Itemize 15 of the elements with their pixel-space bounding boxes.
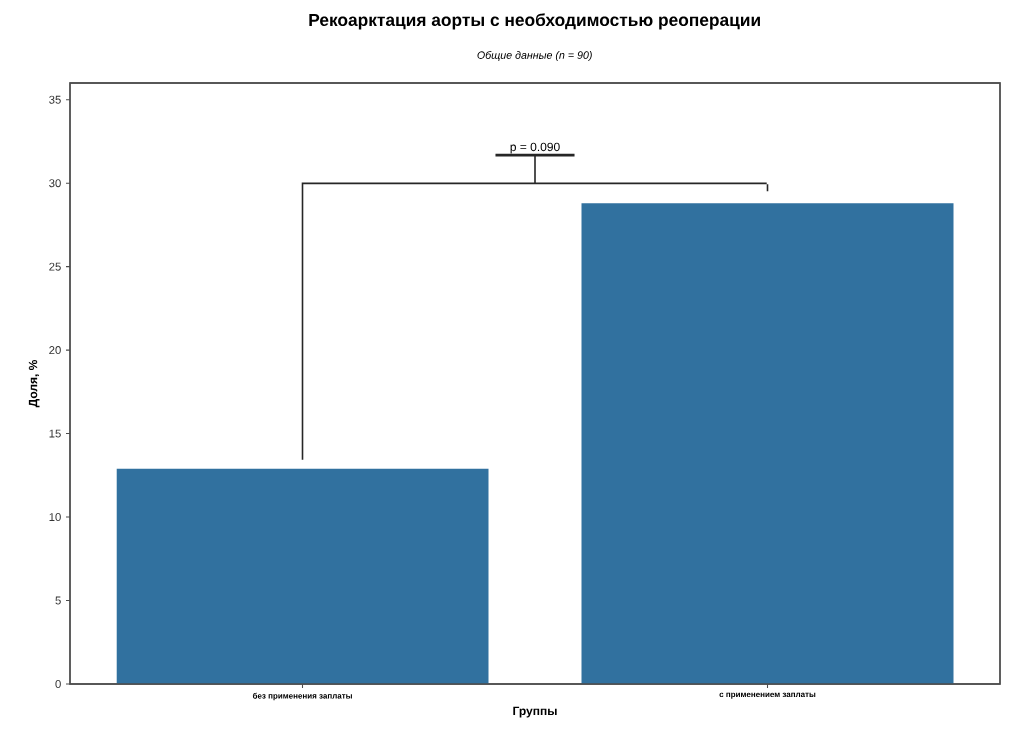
- annotation: p = 0.090: [510, 142, 560, 154]
- chart-subtitle: Общие данные (n = 90): [477, 50, 592, 62]
- y-tick-label: 15: [49, 429, 61, 438]
- y-tick-label: 20: [49, 346, 61, 355]
- y-axis-title: Доля, %: [28, 359, 40, 408]
- x-axis-title: Группы: [513, 706, 557, 718]
- x-tick-label: с применением заплаты: [719, 692, 816, 699]
- y-tick-label: 30: [49, 179, 61, 188]
- y-tick-label: 5: [55, 596, 61, 605]
- y-tick-label: 0: [55, 680, 61, 688]
- chart-title: Рекоарктация аорты с необходимостью реоперации: [309, 13, 760, 30]
- y-tick-label: 25: [49, 262, 61, 271]
- y-tick-label: 10: [49, 513, 61, 522]
- y-tick-label: 35: [49, 95, 61, 104]
- x-tick-label: без применения заплаты: [252, 692, 352, 701]
